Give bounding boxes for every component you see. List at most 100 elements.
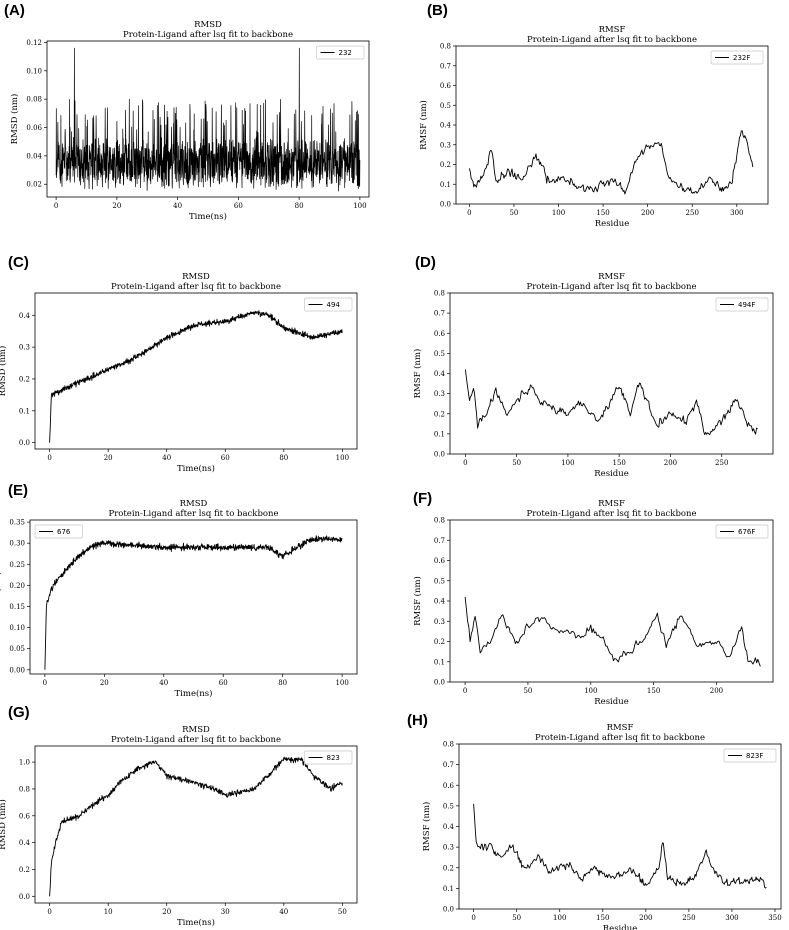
y-tick-label: 0.2	[19, 375, 30, 383]
x-tick-label: 50	[509, 209, 518, 217]
x-tick-label: 0	[471, 914, 475, 922]
x-tick-label: 100	[561, 459, 574, 467]
legend-box	[34, 524, 83, 539]
plot-frame	[34, 292, 358, 450]
y-tick-label: 0.1	[434, 430, 445, 438]
legend-label: 823	[327, 754, 340, 762]
legend-label: 676F	[738, 528, 755, 536]
panel-f: (F) RMSF Protein-Ligand after lsq fit to …	[395, 470, 789, 707]
x-tick-label: 50	[338, 908, 347, 916]
x-tick-label: 100	[353, 202, 366, 210]
plot-frame	[449, 519, 774, 683]
x-tick-label: 0	[47, 908, 51, 916]
y-tick-label: 0.7	[440, 62, 451, 70]
chart-title: RMSF	[598, 499, 625, 509]
series-line	[468, 130, 754, 195]
plot-frame	[29, 519, 358, 675]
x-tick-label: 0	[463, 459, 467, 467]
y-tick-label: 0.6	[440, 82, 452, 90]
x-tick-label: 50	[523, 687, 532, 695]
x-tick-label: 100	[552, 209, 565, 217]
y-tick-label: 0.2	[440, 161, 451, 169]
y-tick-label: 0.10	[9, 624, 25, 632]
chart-subtitle: Protein-Ligand after lsq fit to backbone	[527, 35, 697, 45]
y-tick-label: 0.6	[434, 330, 446, 338]
y-tick-label: 0.5	[443, 802, 454, 810]
x-tick-label: 200	[639, 914, 652, 922]
series-line	[44, 535, 343, 670]
plot-frame	[449, 292, 774, 455]
x-tick-label: 0	[43, 679, 47, 687]
x-axis-label: Residue	[603, 924, 637, 930]
x-tick-label: 20	[112, 202, 121, 210]
chart-title: RMSF	[598, 272, 625, 282]
x-tick-label: 60	[219, 679, 228, 687]
legend-box	[723, 748, 777, 763]
panel-d: (D) RMSF Protein-Ligand after lsq fit to …	[395, 248, 789, 479]
x-tick-label: 300	[725, 914, 738, 922]
legend-box	[715, 524, 769, 539]
legend: 823	[304, 750, 353, 765]
x-tick-label: 250	[715, 459, 728, 467]
y-tick-label: 0.2	[443, 864, 454, 872]
y-tick-label: 0.1	[19, 407, 30, 415]
legend: 494F	[715, 297, 769, 312]
x-tick-label: 60	[234, 202, 243, 210]
x-tick-label: 250	[682, 914, 695, 922]
y-tick-label: 0.0	[443, 906, 454, 914]
panel-b: (B) RMSF Protein-Ligand after lsq fit to …	[395, 0, 789, 230]
y-tick-label: 0.6	[19, 812, 31, 820]
y-tick-label: 0.00	[9, 666, 25, 674]
y-tick-label: 0.0	[19, 439, 30, 447]
y-tick-label: 0.8	[434, 517, 445, 525]
x-tick-label: 10	[104, 908, 113, 916]
y-tick-label: 0.05	[9, 645, 25, 653]
y-tick-label: 0.15	[9, 603, 25, 611]
y-tick-label: 0.7	[434, 310, 445, 318]
panel-letter: (G)	[8, 704, 30, 721]
legend: 676	[34, 524, 83, 539]
x-tick-label: 300	[730, 209, 743, 217]
y-tick-label: 0.6	[434, 557, 446, 565]
y-tick-label: 0.1	[443, 885, 454, 893]
y-tick-label: 0.30	[9, 540, 25, 548]
x-tick-label: 40	[173, 202, 182, 210]
x-tick-label: 150	[613, 459, 626, 467]
y-axis-label: RMSF (nm)	[421, 802, 432, 852]
panel-c: (C) RMSD Protein-Ligand after lsq fit to …	[0, 248, 395, 474]
plot-frame	[458, 743, 782, 910]
x-tick-label: 250	[686, 209, 699, 217]
y-tick-label: 0.7	[443, 761, 454, 769]
y-tick-label: 0.4	[434, 370, 446, 378]
legend: 676F	[715, 524, 769, 539]
y-tick-label: 0.20	[9, 582, 25, 590]
chart-subtitle: Protein-Ligand after lsq fit to backbone	[123, 30, 293, 40]
y-tick-label: 0.06	[26, 124, 42, 132]
legend-label: 232F	[733, 54, 750, 62]
legend-label: 494F	[738, 301, 755, 309]
x-tick-label: 60	[221, 454, 230, 462]
x-axis-label: Residue	[595, 219, 629, 229]
y-axis-label: RMSF (nm)	[418, 100, 429, 150]
x-tick-label: 20	[162, 908, 171, 916]
panel-letter: (F)	[413, 490, 433, 507]
y-tick-label: 0.1	[440, 181, 451, 189]
x-tick-label: 40	[162, 454, 171, 462]
series-line	[49, 310, 343, 443]
x-tick-label: 50	[512, 914, 521, 922]
legend-box	[316, 45, 365, 60]
series-line	[464, 596, 761, 667]
y-tick-label: 0.0	[440, 201, 451, 209]
y-tick-label: 0.2	[19, 866, 30, 874]
y-tick-label: 0.02	[26, 181, 42, 189]
chart-title: RMSD	[180, 499, 208, 509]
x-tick-label: 0	[54, 202, 58, 210]
x-tick-label: 150	[647, 687, 660, 695]
x-tick-label: 40	[279, 908, 288, 916]
x-tick-label: 200	[664, 459, 677, 467]
y-tick-label: 0.6	[443, 782, 455, 790]
y-axis-label: RMSF (nm)	[412, 576, 423, 626]
legend: 494	[304, 297, 353, 312]
